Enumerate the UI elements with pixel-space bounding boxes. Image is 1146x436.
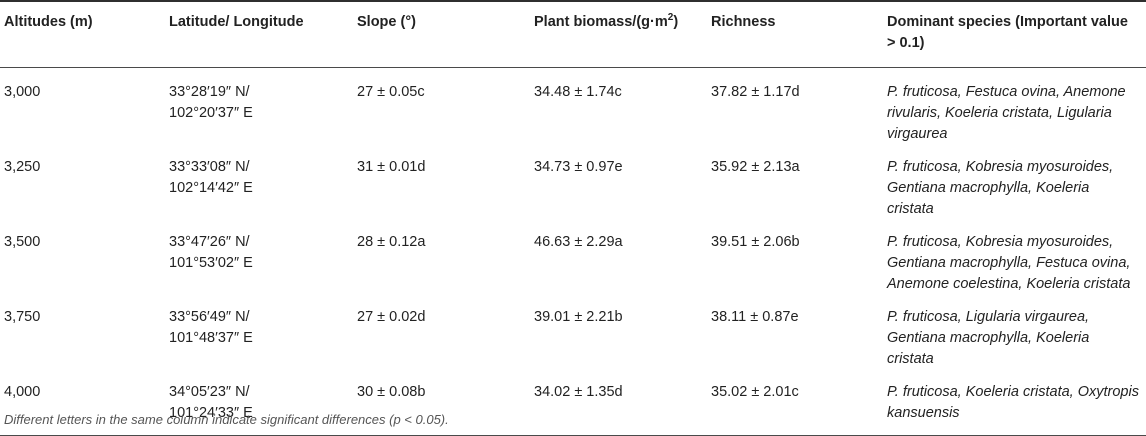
table-body: 3,000 33°28′19″ N/102°20′37″ E 27 ± 0.05… — [0, 67, 1146, 436]
header-row: Altitudes (m) Latitude/ Longitude Slope … — [0, 0, 1146, 68]
cell-longitude: 102°20′37″ E — [169, 104, 253, 121]
header-biomass-superscript: 2 — [667, 12, 674, 24]
cell-latitude: 34°05′23″ N/ — [169, 383, 250, 400]
table-row: 3,750 33°56′49″ N/101°48′37″ E 27 ± 0.02… — [0, 301, 1146, 376]
header-latitude-longitude: Latitude/ Longitude — [165, 0, 353, 68]
cell-altitude: 4,000 — [0, 375, 165, 436]
table-row: 3,500 33°47′26″ N/101°53′02″ E 28 ± 0.12… — [0, 226, 1146, 301]
cell-richness: 38.11 ± 0.87e — [711, 308, 799, 325]
cell-latitude-longitude: 33°33′08″ N/102°14′42″ E — [165, 151, 353, 226]
table-row: 4,000 34°05′23″ N/101°24′33″ E 30 ± 0.08… — [0, 375, 1146, 436]
header-altitude: Altitudes (m) — [0, 0, 165, 68]
cell-dominant-species: P. fruticosa, Kobresia myosuroides, Gent… — [883, 151, 1146, 226]
cell-latitude: 33°33′08″ N/ — [169, 158, 250, 175]
cell-latitude-longitude: 33°56′49″ N/101°48′37″ E — [165, 301, 353, 376]
cell-slope: 27 ± 0.02d — [357, 308, 426, 325]
header-plant-biomass: Plant biomass/(g·m2) — [530, 0, 707, 68]
cell-biomass: 39.01 ± 2.21b — [534, 308, 623, 325]
table-row: 3,000 33°28′19″ N/102°20′37″ E 27 ± 0.05… — [0, 67, 1146, 151]
cell-altitude: 3,500 — [4, 233, 41, 250]
table-footnote: Different letters in the same column ind… — [4, 412, 449, 427]
species-list: P. fruticosa, Koeleria cristata, Oxytrop… — [887, 383, 1139, 421]
header-slope: Slope (°) — [353, 0, 530, 68]
cell-latitude-longitude: 34°05′23″ N/101°24′33″ E — [165, 375, 353, 436]
species-list: P. fruticosa, Festuca ovina, Anemone riv… — [887, 83, 1126, 142]
cell-dominant-species: P. fruticosa, Festuca ovina, Anemone riv… — [883, 67, 1146, 151]
cell-latitude: 33°56′49″ N/ — [169, 308, 250, 325]
cell-slope: 30 ± 0.08b — [353, 375, 530, 436]
cell-richness: 37.82 ± 1.17d — [711, 83, 800, 100]
cell-latitude-longitude: 33°47′26″ N/101°53′02″ E — [165, 226, 353, 301]
cell-biomass: 34.48 ± 1.74c — [534, 83, 622, 100]
cell-biomass: 34.73 ± 0.97e — [534, 158, 623, 175]
cell-altitude: 3,750 — [4, 308, 41, 325]
species-list: P. fruticosa, Kobresia myosuroides, Gent… — [887, 158, 1114, 217]
header-richness: Richness — [707, 0, 883, 68]
cell-biomass: 46.63 ± 2.29a — [534, 233, 623, 250]
cell-dominant-species: P. fruticosa, Koeleria cristata, Oxytrop… — [883, 375, 1146, 436]
cell-latitude: 33°47′26″ N/ — [169, 233, 250, 250]
cell-slope: 27 ± 0.05c — [357, 83, 425, 100]
species-list: P. fruticosa, Kobresia myosuroides, Gent… — [887, 233, 1131, 292]
table-header: Altitudes (m) Latitude/ Longitude Slope … — [0, 0, 1146, 68]
cell-biomass: 34.02 ± 1.35d — [530, 375, 707, 436]
header-biomass-text: Plant biomass/(g·m — [534, 14, 668, 30]
header-biomass-close: ) — [673, 14, 679, 30]
cell-longitude: 101°48′37″ E — [169, 329, 253, 346]
cell-richness: 35.02 ± 2.01c — [707, 375, 883, 436]
header-dominant-species: Dominant species (Important value > 0.1) — [883, 0, 1146, 68]
cell-slope: 31 ± 0.01d — [357, 158, 426, 175]
cell-longitude: 102°14′42″ E — [169, 179, 253, 196]
table-row: 3,250 33°33′08″ N/102°14′42″ E 31 ± 0.01… — [0, 151, 1146, 226]
cell-richness: 39.51 ± 2.06b — [711, 233, 800, 250]
cell-slope: 28 ± 0.12a — [357, 233, 426, 250]
species-list: P. fruticosa, Ligularia virgaurea, Genti… — [887, 308, 1090, 367]
cell-altitude: 3,250 — [4, 158, 41, 175]
cell-longitude: 101°24′33″ E — [169, 404, 253, 421]
cell-richness: 35.92 ± 2.13a — [711, 158, 800, 175]
cell-dominant-species: P. fruticosa, Ligularia virgaurea, Genti… — [883, 301, 1146, 376]
cell-altitude: 3,000 — [4, 83, 41, 100]
cell-latitude: 33°28′19″ N/ — [169, 83, 250, 100]
cell-longitude: 101°53′02″ E — [169, 254, 253, 271]
cell-latitude-longitude: 33°28′19″ N/102°20′37″ E — [165, 67, 353, 151]
cell-dominant-species: P. fruticosa, Kobresia myosuroides, Gent… — [883, 226, 1146, 301]
